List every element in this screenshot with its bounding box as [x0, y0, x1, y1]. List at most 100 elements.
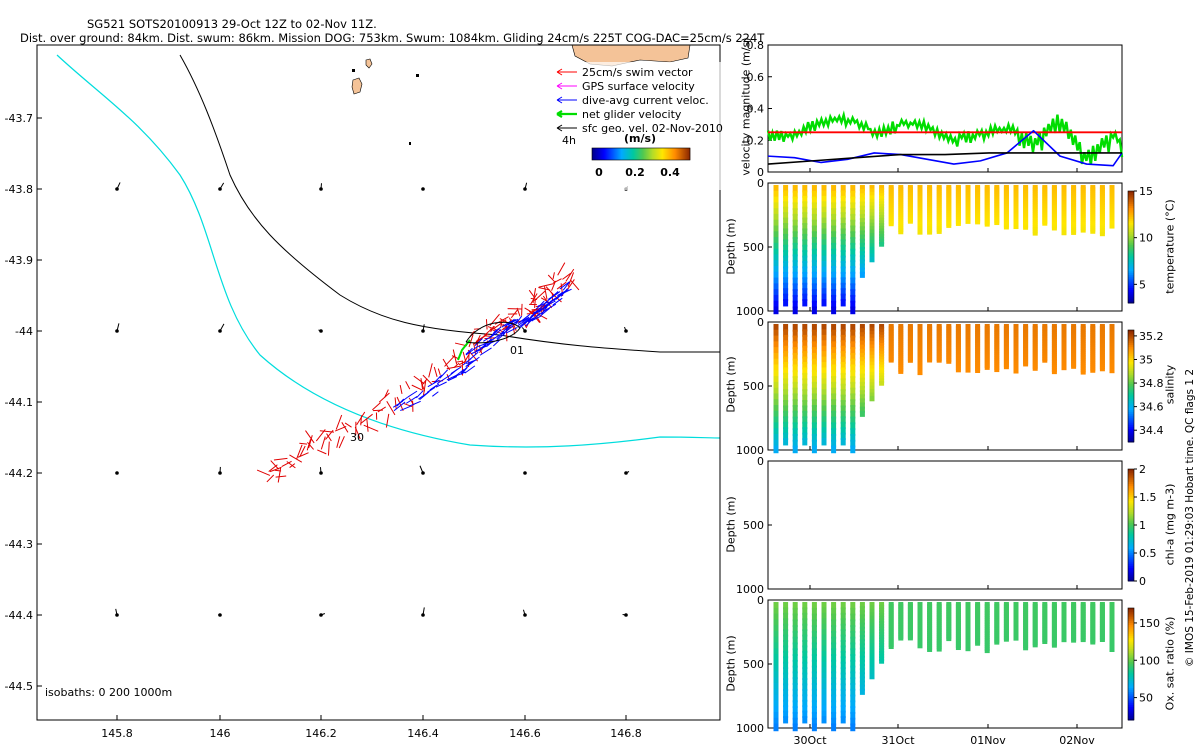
colorbar-cell	[1128, 247, 1134, 250]
colorbar-cell	[1128, 333, 1134, 337]
legend-colorbar-cell	[611, 148, 613, 160]
profile-cell	[840, 607, 846, 615]
profile-cell	[1109, 610, 1115, 615]
swim-vector	[319, 430, 335, 433]
profile-cell	[811, 410, 817, 419]
legend-colorbar-cell	[595, 148, 597, 160]
profile-cell	[955, 635, 961, 640]
profile-cell	[898, 193, 904, 198]
colorbar-cell	[1128, 200, 1134, 203]
profile-cell	[831, 381, 837, 390]
profile-cell	[1032, 364, 1038, 369]
colorbar-cell	[1128, 374, 1134, 378]
profile-cell	[850, 393, 856, 402]
legend-colorbar-cell	[672, 148, 674, 160]
profile-cell	[783, 223, 789, 231]
profile-cell	[783, 705, 789, 713]
profile-cell	[850, 242, 856, 251]
profile-cell	[869, 185, 875, 191]
profile-cell	[965, 353, 971, 358]
profile-cell	[888, 614, 894, 619]
profile-cell	[927, 195, 933, 200]
profile-cell	[1071, 217, 1077, 222]
legend-colorbar-cell	[602, 148, 604, 160]
profile-cell	[869, 646, 875, 652]
profile-cell	[840, 705, 846, 713]
profile-cell	[802, 250, 808, 258]
profile-cell	[927, 226, 933, 231]
time-tick-label: 31Oct	[881, 734, 915, 747]
profile-cell	[792, 642, 798, 651]
profile-cell	[811, 625, 817, 633]
profile-cell	[859, 238, 865, 245]
profile-cell	[869, 622, 875, 628]
profile-cell	[840, 629, 846, 637]
legend-colorbar-cell	[608, 148, 610, 160]
profile-cell	[792, 613, 798, 622]
profile-cell	[955, 608, 961, 613]
profile-cell	[821, 389, 827, 397]
profile-cell	[1099, 216, 1105, 221]
profile-cell	[802, 351, 808, 359]
profile-cell	[869, 354, 875, 361]
colorbar-cell	[1128, 260, 1134, 263]
colorbar-cell	[1128, 560, 1134, 563]
colorbar-cell	[1128, 553, 1134, 556]
legend-colorbar-cell	[681, 148, 683, 160]
profile-cell	[1032, 220, 1038, 225]
profile-cell	[898, 347, 904, 353]
profile-cell	[1090, 212, 1096, 217]
colorbar-cell	[1128, 224, 1134, 227]
colorbar-cell	[1128, 500, 1134, 504]
profile-cell	[811, 324, 817, 332]
profile-cell	[869, 602, 875, 608]
profile-cell	[859, 406, 865, 413]
profile-cell	[917, 642, 923, 647]
profile-cell	[840, 190, 846, 198]
colorbar-cell	[1128, 344, 1134, 348]
profile-cell	[1051, 210, 1057, 215]
profile-cell	[869, 619, 875, 625]
profile-cell	[869, 673, 875, 680]
profile-cell	[1099, 340, 1105, 345]
profile-cell	[821, 427, 827, 435]
profile-cell	[917, 357, 923, 362]
depth-ytick-label: 0	[757, 455, 764, 468]
profile-cell	[1023, 610, 1029, 615]
profile-cell	[1099, 348, 1105, 353]
profile-cell	[821, 372, 827, 381]
profile-cell	[1023, 627, 1029, 632]
profile-cell	[831, 700, 837, 709]
profile-cell	[927, 608, 933, 613]
profile-cell	[1051, 369, 1057, 375]
colorbar-cell	[1128, 417, 1134, 421]
profile-cell	[840, 612, 846, 621]
profile-cell	[869, 222, 875, 229]
current-vector	[559, 281, 570, 290]
profile-cell	[1023, 616, 1029, 621]
profile-cell	[879, 206, 885, 212]
profile-cell	[1090, 349, 1096, 354]
profile-cell	[773, 202, 779, 211]
swim-vector	[484, 337, 496, 340]
colorbar-cell	[1128, 476, 1134, 479]
profile-cell	[1109, 608, 1115, 613]
profile-cell	[802, 438, 808, 446]
colorbar-cell	[1128, 372, 1134, 376]
profile-cell	[783, 324, 789, 332]
profile-cell	[821, 217, 827, 225]
profile-cell	[1023, 608, 1029, 613]
profile-cell	[869, 653, 875, 659]
profile-cell	[955, 620, 961, 625]
swim-vector	[256, 469, 271, 476]
profile-cell	[1099, 342, 1105, 347]
profile-cell	[1109, 645, 1115, 650]
profile-cell	[773, 185, 779, 193]
profile-cell	[821, 688, 827, 697]
profile-cell	[840, 688, 846, 697]
colorbar-cell	[1128, 425, 1134, 428]
colorbar-cell	[1128, 667, 1134, 671]
profile-cell	[936, 602, 942, 607]
legend-colorbar-cell	[650, 148, 652, 160]
profile-cell	[821, 345, 827, 354]
